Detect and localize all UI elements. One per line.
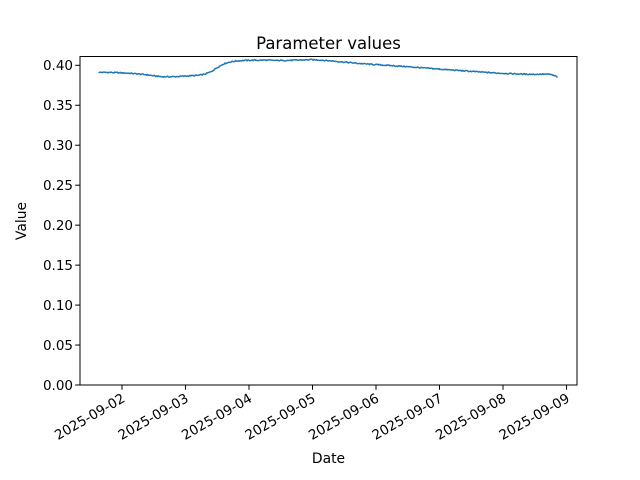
x-tick-label: 2025-09-03 xyxy=(116,391,192,444)
y-tick-label: 0.05 xyxy=(43,338,73,354)
x-tick-label: 2025-09-04 xyxy=(179,391,255,444)
x-axis-label: Date xyxy=(312,451,345,467)
y-tick-label: 0.10 xyxy=(43,298,73,314)
y-tick-label: 0.35 xyxy=(43,98,73,114)
x-tick-label: 2025-09-06 xyxy=(306,391,382,444)
y-tick-label: 0.30 xyxy=(43,138,73,154)
x-tick-label: 2025-09-08 xyxy=(433,391,509,444)
axes-border xyxy=(79,56,578,386)
x-tick-label: 2025-09-09 xyxy=(497,391,573,444)
y-axis-ticks xyxy=(75,64,80,386)
x-axis-ticks xyxy=(121,385,568,390)
x-axis-ticklabels: 2025-09-02 2025-09-03 2025-09-04 2025-09… xyxy=(52,391,572,444)
y-tick-label: 0.20 xyxy=(43,218,73,234)
y-tick-label: 0.40 xyxy=(43,58,73,74)
y-axis-label: Value xyxy=(14,202,30,240)
plot-area xyxy=(80,56,577,385)
x-tick-label: 2025-09-05 xyxy=(243,391,319,444)
y-tick-label: 0.00 xyxy=(43,378,73,394)
x-tick-label: 2025-09-02 xyxy=(52,391,128,444)
y-tick-label: 0.15 xyxy=(43,258,73,274)
y-tick-label: 0.25 xyxy=(43,178,73,194)
y-axis-ticklabels: 0.00 0.05 0.10 0.15 0.20 0.25 0.30 0.35 … xyxy=(43,58,73,394)
x-tick-label: 2025-09-07 xyxy=(370,391,446,444)
chart-title: Parameter values xyxy=(256,34,401,53)
data-line-parameter xyxy=(98,58,558,79)
